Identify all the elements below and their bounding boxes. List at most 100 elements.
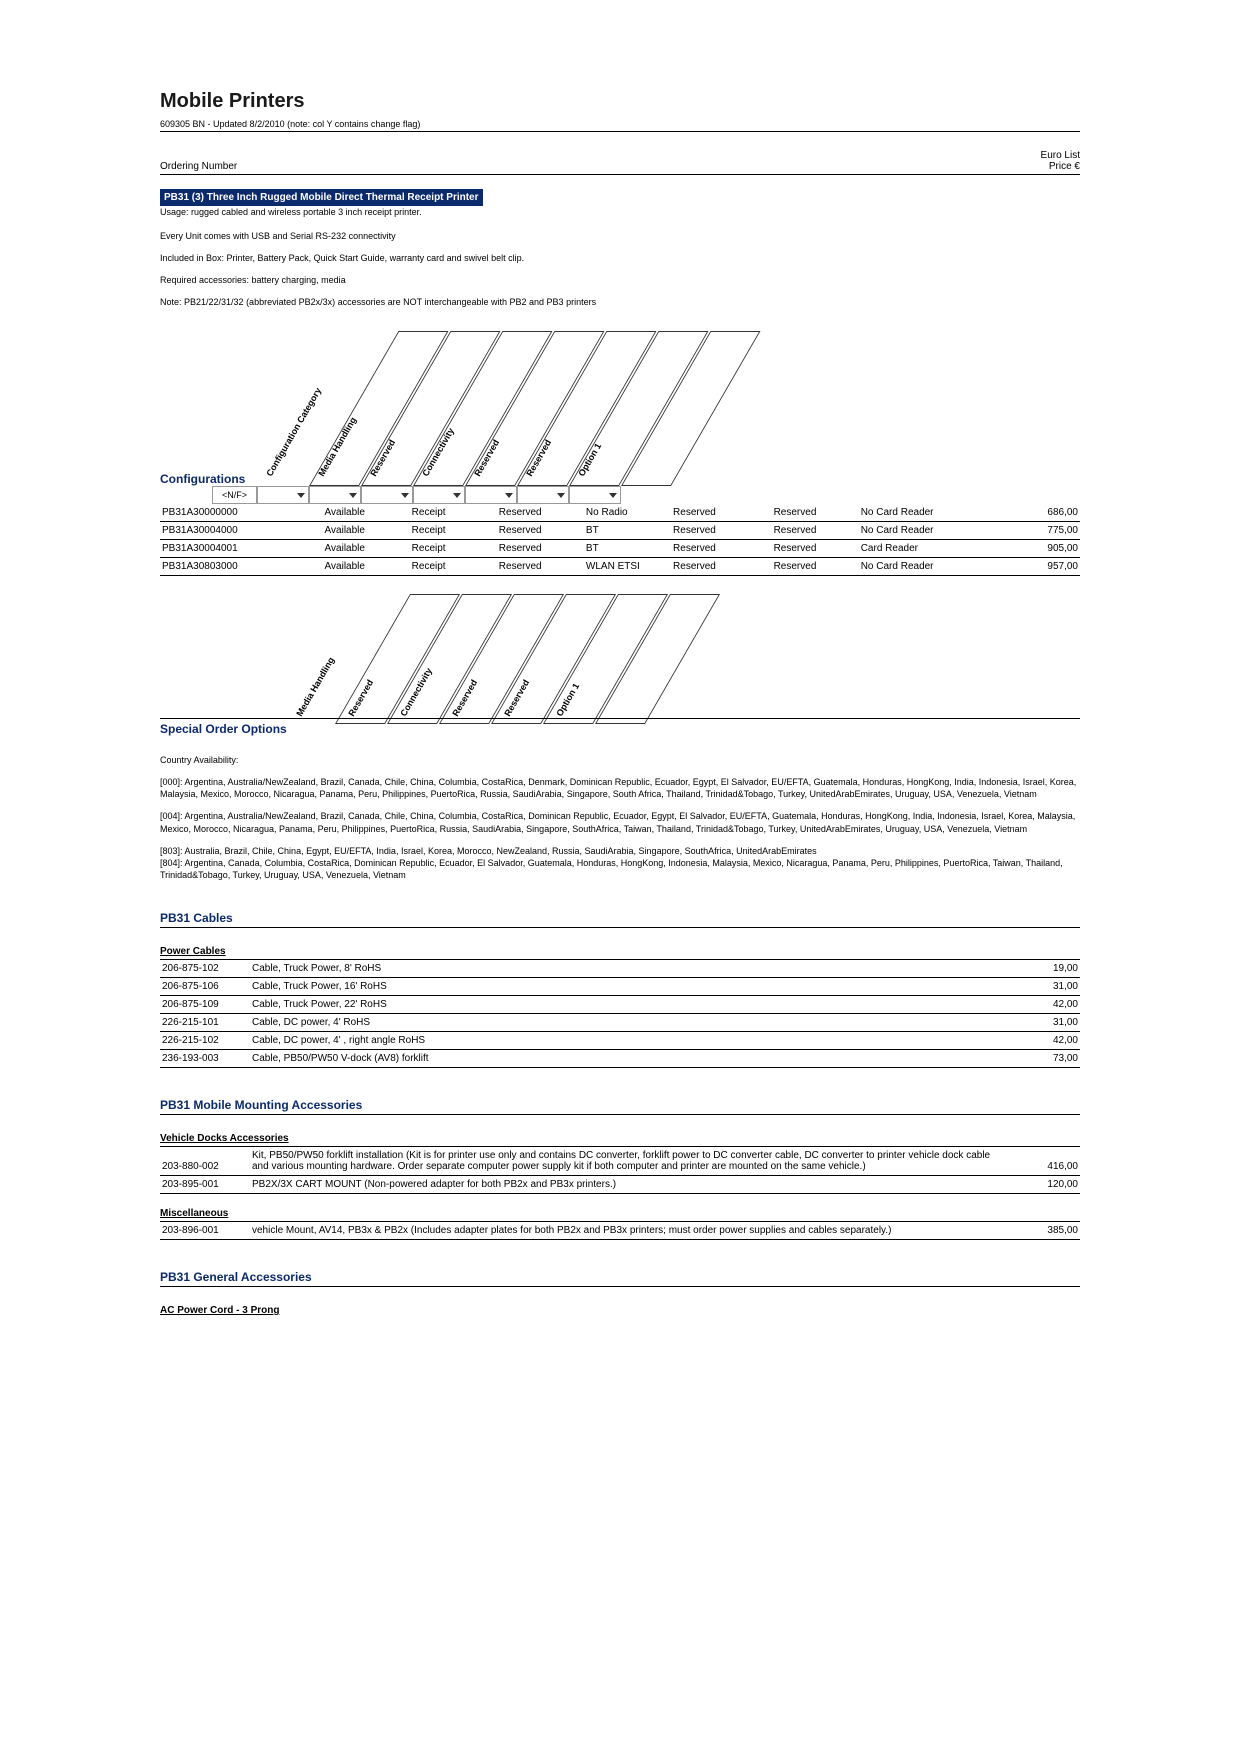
- price-cell: 905,00: [946, 540, 1080, 558]
- column-filter-dropdown[interactable]: [465, 486, 517, 504]
- configurations-header-area: Configurations Configuration CategoryMed…: [160, 319, 1080, 504]
- part-number: PB31A30004000: [160, 522, 323, 540]
- ac-power-title: AC Power Cord - 3 Prong: [160, 1305, 1080, 1318]
- config-cell: Reserved: [497, 558, 584, 576]
- cables-section-title: PB31 Cables: [160, 911, 1080, 928]
- country-004: [004]: Argentina, Australia/NewZealand, …: [160, 810, 1080, 834]
- document-line: 609305 BN - Updated 8/2/2010 (note: col …: [160, 119, 1080, 132]
- price-cell: 73,00: [1000, 1050, 1080, 1068]
- config-cell: Card Reader: [859, 540, 946, 558]
- config-cell: Available: [323, 558, 410, 576]
- nf-filter[interactable]: <N/F>: [212, 486, 257, 504]
- ordering-number-label: Ordering Number: [160, 161, 237, 172]
- chevron-down-icon: [401, 493, 409, 498]
- column-filter-dropdown[interactable]: [569, 486, 621, 504]
- config-cell: No Card Reader: [859, 522, 946, 540]
- table-row: 236-193-003Cable, PB50/PW50 V-dock (AV8)…: [160, 1050, 1080, 1068]
- config-cell: No Card Reader: [859, 558, 946, 576]
- chevron-down-icon: [297, 493, 305, 498]
- power-cables-table: 206-875-102Cable, Truck Power, 8' RoHS19…: [160, 960, 1080, 1068]
- config-cell: Receipt: [410, 522, 497, 540]
- config-cell: Receipt: [410, 540, 497, 558]
- country-803: [803]: Australia, Brazil, Chile, China, …: [160, 845, 1080, 857]
- price-cell: 686,00: [946, 504, 1080, 522]
- config-cell: Reserved: [772, 504, 859, 522]
- chevron-down-icon: [557, 493, 565, 498]
- config-cell: WLAN ETSI: [584, 558, 671, 576]
- part-number: 206-875-106: [160, 978, 250, 996]
- part-number: PB31A30000000: [160, 504, 323, 522]
- config-cell: Available: [323, 504, 410, 522]
- price-cell: 19,00: [1000, 960, 1080, 978]
- price-cell: 31,00: [1000, 978, 1080, 996]
- chevron-down-icon: [609, 493, 617, 498]
- description-cell: Cable, Truck Power, 8' RoHS: [250, 960, 1000, 978]
- part-number: 226-215-101: [160, 1014, 250, 1032]
- description-cell: Cable, Truck Power, 22' RoHS: [250, 996, 1000, 1014]
- part-number: 203-896-001: [160, 1222, 250, 1240]
- desc-3: Required accessories: battery charging, …: [160, 275, 1080, 285]
- page-title: Mobile Printers: [160, 90, 1080, 113]
- part-number: 206-875-109: [160, 996, 250, 1014]
- country-availability: Country Availability: [000]: Argentina, …: [160, 754, 1080, 881]
- column-filter-dropdown[interactable]: [413, 486, 465, 504]
- vehicle-docks-table: 203-880-002Kit, PB50/PW50 forklift insta…: [160, 1147, 1080, 1194]
- table-row: PB31A30004000AvailableReceiptReservedBTR…: [160, 522, 1080, 540]
- configurations-table: PB31A30000000AvailableReceiptReservedNo …: [160, 504, 1080, 576]
- part-number: PB31A30803000: [160, 558, 323, 576]
- part-number: PB31A30004001: [160, 540, 323, 558]
- desc-2: Included in Box: Printer, Battery Pack, …: [160, 253, 1080, 263]
- config-cell: Reserved: [497, 522, 584, 540]
- usage-line: Usage: rugged cabled and wireless portab…: [160, 207, 1080, 217]
- chevron-down-icon: [349, 493, 357, 498]
- price-cell: 385,00: [1000, 1222, 1080, 1240]
- column-filter-dropdown[interactable]: [309, 486, 361, 504]
- config-cell: Reserved: [671, 504, 772, 522]
- config-cell: Receipt: [410, 558, 497, 576]
- config-cell: Available: [323, 522, 410, 540]
- desc-1: Every Unit comes with USB and Serial RS-…: [160, 231, 1080, 241]
- table-row: 206-875-109Cable, Truck Power, 22' RoHS4…: [160, 996, 1080, 1014]
- config-cell: Receipt: [410, 504, 497, 522]
- chevron-down-icon: [505, 493, 513, 498]
- config-cell: Available: [323, 540, 410, 558]
- country-804: [804]: Argentina, Canada, Columbia, Cost…: [160, 857, 1080, 881]
- config-cell: BT: [584, 522, 671, 540]
- config-cell: Reserved: [772, 540, 859, 558]
- price-cell: 416,00: [1000, 1147, 1080, 1176]
- description-cell: Cable, DC power, 4' RoHS: [250, 1014, 1000, 1032]
- product-bar: PB31 (3) Three Inch Rugged Mobile Direct…: [160, 189, 483, 206]
- column-filter-dropdown[interactable]: [361, 486, 413, 504]
- configurations-label: Configurations: [160, 472, 245, 486]
- config-cell: Reserved: [671, 540, 772, 558]
- table-row: 226-215-102Cable, DC power, 4' , right a…: [160, 1032, 1080, 1050]
- price-cell: 31,00: [1000, 1014, 1080, 1032]
- country-title: Country Availability:: [160, 754, 1080, 766]
- description-cell: Kit, PB50/PW50 forklift installation (Ki…: [250, 1147, 1000, 1176]
- table-row: 203-896-001vehicle Mount, AV14, PB3x & P…: [160, 1222, 1080, 1240]
- column-header-label: Configuration Category: [264, 386, 323, 478]
- table-row: 226-215-101Cable, DC power, 4' RoHS31,00: [160, 1014, 1080, 1032]
- special-order-area: Media HandlingReservedConnectivityReserv…: [160, 586, 1080, 736]
- part-number: 206-875-102: [160, 960, 250, 978]
- price-cell: 957,00: [946, 558, 1080, 576]
- table-row: PB31A30004001AvailableReceiptReservedBTR…: [160, 540, 1080, 558]
- table-row: PB31A30000000AvailableReceiptReservedNo …: [160, 504, 1080, 522]
- column-filter-dropdown[interactable]: [257, 486, 309, 504]
- eurolist-label: Euro List: [1041, 150, 1080, 161]
- description-cell: Cable, DC power, 4' , right angle RoHS: [250, 1032, 1000, 1050]
- part-number: 236-193-003: [160, 1050, 250, 1068]
- mounting-section-title: PB31 Mobile Mounting Accessories: [160, 1098, 1080, 1115]
- config-cell: Reserved: [671, 522, 772, 540]
- special-order-label: Special Order Options: [160, 718, 1080, 736]
- column-filter-dropdown[interactable]: [517, 486, 569, 504]
- description-cell: PB2X/3X CART MOUNT (Non-powered adapter …: [250, 1176, 1000, 1194]
- config-cell: No Radio: [584, 504, 671, 522]
- price-cell: 42,00: [1000, 1032, 1080, 1050]
- desc-4: Note: PB21/22/31/32 (abbreviated PB2x/3x…: [160, 297, 1080, 307]
- config-cell: Reserved: [772, 522, 859, 540]
- country-000: [000]: Argentina, Australia/NewZealand, …: [160, 776, 1080, 800]
- power-cables-title: Power Cables: [160, 946, 1080, 960]
- config-cell: Reserved: [497, 540, 584, 558]
- table-row: 206-875-102Cable, Truck Power, 8' RoHS19…: [160, 960, 1080, 978]
